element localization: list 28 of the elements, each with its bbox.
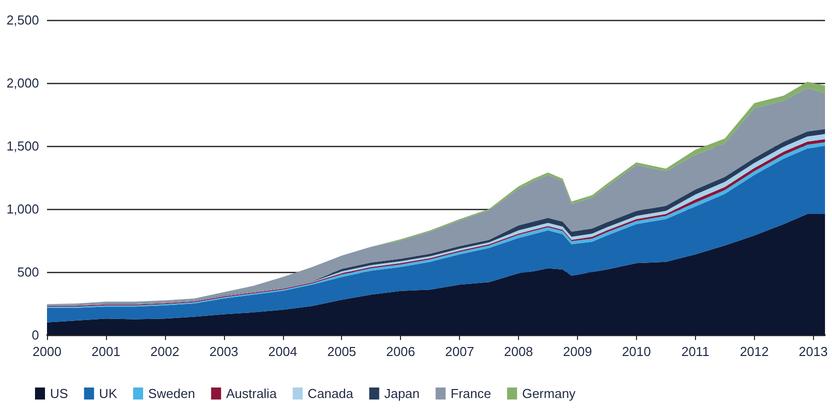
x-tick-label: 2010 [622,344,651,359]
y-tick-label: 0 [32,328,39,342]
legend-label: Australia [226,386,278,401]
legend-label: UK [99,386,118,401]
x-tick-label: 2000 [32,344,62,359]
y-tick-label: 1,500 [6,138,39,154]
x-tick-label: 2001 [91,344,120,359]
legend-label: Canada [308,386,354,401]
x-tick-label: 2008 [504,344,533,359]
x-tick-label: 2003 [209,344,238,359]
y-tick-label: 1,000 [6,202,39,216]
x-tick-label: 2004 [268,344,298,359]
legend-label: Germany [522,386,576,401]
x-tick-label: 2011 [681,344,710,359]
x-tick-label: 2002 [150,344,180,359]
legend-label: Japan [384,386,420,401]
y-tick-label: 2,500 [6,12,39,28]
x-tick-label: 2006 [386,344,416,359]
legend-label: Sweden [148,386,196,401]
y-tick-label: 2,000 [6,76,39,90]
x-tick-label: 2005 [327,344,356,359]
y-tick-label: 500 [17,264,39,280]
x-tick-label: 2007 [445,344,474,359]
legend-label: US [50,386,68,401]
x-tick-label: 2009 [562,344,592,359]
legend-label: France [450,386,492,401]
x-tick-label: 2013 [798,344,828,359]
x-tick-label: 2012 [740,344,769,359]
